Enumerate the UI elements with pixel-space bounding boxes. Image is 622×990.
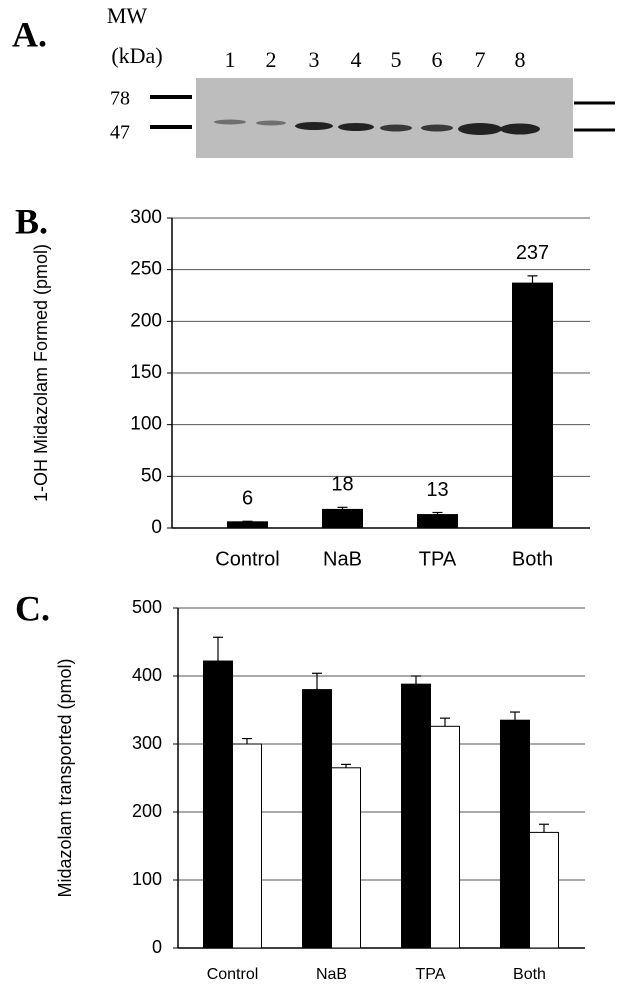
y-tick-label: 300 [130, 207, 162, 228]
lane-label: 2 [266, 47, 277, 72]
bar [332, 768, 361, 948]
y-tick-label: 250 [130, 259, 162, 280]
y-tick-label: 100 [132, 869, 162, 889]
panel-label: C. [15, 588, 50, 628]
lane-label: 8 [515, 47, 526, 72]
y-tick-label: 200 [130, 310, 162, 331]
lane-label: 7 [475, 47, 486, 72]
bar [530, 832, 559, 948]
panel-label: A. [12, 14, 47, 54]
x-tick-label: TPA [419, 548, 457, 570]
bar [323, 509, 363, 528]
marker-label: 78 [110, 88, 130, 110]
y-axis-label: 1-OH Midazolam Formed (pmol) [31, 244, 51, 502]
bar [233, 744, 262, 948]
y-tick-label: 300 [132, 733, 162, 753]
y-axis-label: Midazolam transported (pmol) [55, 658, 75, 897]
lane-label: 5 [391, 47, 402, 72]
bar [501, 720, 530, 948]
lane-label: 6 [432, 47, 443, 72]
y-tick-label: 400 [132, 665, 162, 685]
figure: A. MW (kDa) 78 47 12345678B.1-OH Midazol… [0, 0, 622, 990]
value-label: 13 [426, 479, 448, 501]
y-tick-label: 0 [152, 937, 162, 957]
x-tick-label: Both [512, 548, 553, 570]
value-label: 18 [331, 474, 353, 496]
y-tick-label: 150 [130, 362, 162, 383]
y-tick-label: 500 [132, 597, 162, 617]
lane-label: 4 [351, 47, 362, 72]
value-label: 237 [516, 242, 549, 264]
marker-label: 47 [110, 122, 130, 144]
value-label: 6 [242, 488, 253, 510]
y-tick-label: 100 [130, 414, 162, 435]
lane-label: 1 [225, 47, 236, 72]
x-tick-label: NaB [323, 548, 362, 570]
panel-label: B. [15, 201, 48, 241]
bar [513, 283, 553, 528]
y-tick-label: 200 [132, 801, 162, 821]
bar [431, 726, 460, 948]
y-tick-label: 0 [151, 517, 162, 538]
bar [204, 661, 233, 948]
bar [402, 684, 431, 948]
lane-label: 3 [309, 47, 320, 72]
mw-title: MW [107, 3, 148, 28]
bar [418, 515, 458, 528]
bar [228, 522, 268, 528]
x-tick-label: NaB [316, 966, 347, 983]
x-tick-label: Control [215, 548, 279, 570]
y-tick-label: 50 [141, 465, 162, 486]
bar [303, 690, 332, 948]
mw-unit: (kDa) [111, 43, 162, 68]
x-tick-label: Control [207, 966, 259, 983]
x-tick-label: TPA [416, 966, 446, 983]
blot [196, 78, 573, 158]
x-tick-label: Both [513, 966, 546, 983]
